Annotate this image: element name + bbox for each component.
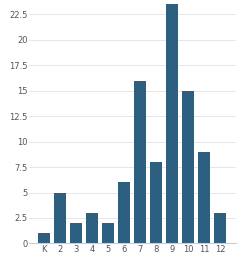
Bar bbox=[182, 91, 194, 244]
Bar bbox=[86, 213, 98, 244]
Bar bbox=[118, 182, 130, 244]
Bar bbox=[150, 162, 162, 244]
Bar bbox=[134, 80, 146, 244]
Bar bbox=[70, 223, 82, 244]
Bar bbox=[198, 152, 210, 244]
Bar bbox=[38, 233, 50, 244]
Bar bbox=[166, 0, 178, 244]
Bar bbox=[102, 223, 114, 244]
Bar bbox=[54, 192, 66, 244]
Bar bbox=[214, 213, 226, 244]
